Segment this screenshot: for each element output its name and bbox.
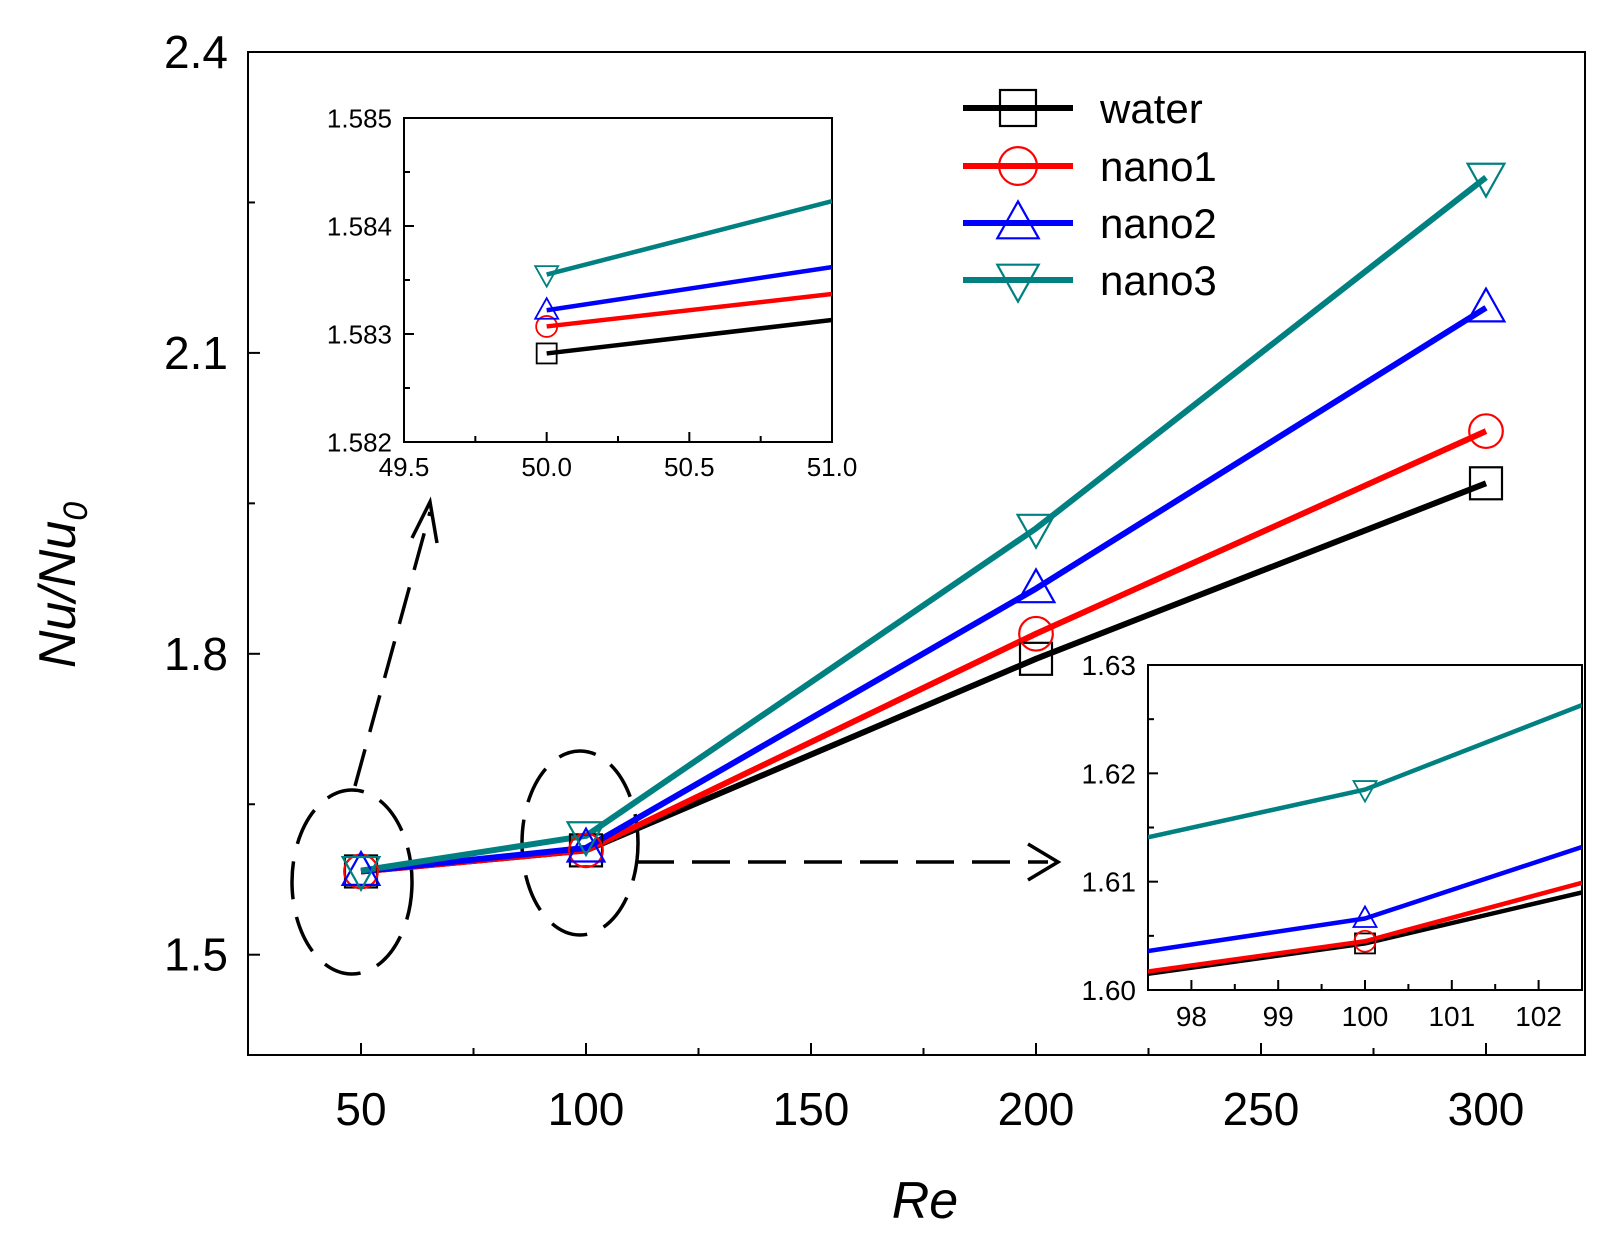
inset-series-line-nano1: [546, 291, 832, 329]
inset-series-line-nano1: [1148, 880, 1582, 974]
legend-label-nano1: nano1: [1100, 143, 1217, 190]
inset-frame: [1147, 664, 1583, 991]
inset-x-tick-label: 98: [1176, 1001, 1207, 1032]
inset-y-tick-label: 1.582: [327, 427, 392, 457]
inset-data-point-nano2: [533, 296, 560, 320]
data-point-nano2: [1465, 286, 1507, 323]
inset-series-line-water: [546, 317, 832, 356]
series-line-nano3: [360, 175, 1488, 874]
main-frame-border: [247, 51, 1586, 1056]
inset-series-group: [1148, 702, 1582, 976]
data-point-nano2: [340, 849, 382, 886]
inset-data-point-nano1: [1353, 929, 1377, 953]
zoom-arrowheads: [410, 496, 1062, 882]
inset-x-tick-label: 101: [1428, 1001, 1475, 1032]
data-point-nano3: [565, 821, 607, 858]
data-point-nano3: [1465, 162, 1507, 199]
inset-y-tick-label: 1.62: [1082, 758, 1137, 789]
data-point-nano1: [1468, 413, 1504, 450]
inset-x-tick-label: 49.5: [379, 452, 430, 482]
inset-top-left: 49.5 50.0 50.5 51.0 1.582 1.583 1.584 1.585: [327, 103, 857, 482]
series-line-nano2: [360, 305, 1488, 875]
data-point-nano1: [568, 832, 604, 869]
legend-label-water: water: [1099, 85, 1203, 132]
legend-label-nano2: nano2: [1100, 200, 1217, 247]
inset-frame: [403, 117, 833, 443]
data-point-nano1: [1018, 615, 1054, 652]
y-axis-title-main: Nu/Nu: [29, 521, 87, 668]
y-tick-label: 1.5: [164, 929, 228, 981]
inset-series-line-nano2: [546, 264, 832, 313]
inset-y-tick-label: 1.60: [1082, 975, 1137, 1006]
inset-x-tick-label: 50.5: [664, 452, 715, 482]
inset-x-tick-label: 51.0: [807, 452, 858, 482]
inset-x-tick-label: 102: [1515, 1001, 1562, 1032]
y-tick-label: 2.4: [164, 26, 228, 78]
main-plot-area: [247, 51, 1586, 1056]
inset-data-point-water: [535, 342, 558, 365]
data-point-nano3: [1015, 513, 1057, 550]
y-tick-label: 2.1: [164, 327, 228, 379]
inset-data-point-nano3: [533, 265, 560, 289]
inset-x-tick-label: 50.0: [521, 452, 572, 482]
legend-marker-water: [998, 88, 1038, 128]
x-tick-label: 150: [773, 1083, 850, 1135]
main-series-group: [340, 162, 1507, 893]
arrowhead-top-left: [410, 496, 439, 544]
inset-y-tick-label: 1.583: [327, 319, 392, 349]
inset-y-tick-label: 1.63: [1082, 650, 1137, 681]
inset-data-point-nano2: [1351, 904, 1379, 928]
inset-y-tick-label: 1.585: [327, 103, 392, 133]
x-tick-label: 250: [1223, 1083, 1300, 1135]
inset-x-tick-label: 99: [1263, 1001, 1294, 1032]
data-point-nano2: [1015, 567, 1057, 604]
legend: water nano1 nano2 nano3: [963, 85, 1217, 304]
inset-series-line-nano3: [546, 198, 832, 277]
inset-bottom-right: 98 99 100 101 102 1.60 1.61 1.62 1.63: [1082, 650, 1583, 1032]
data-point-water: [1468, 466, 1504, 501]
inset-data-point-nano1: [535, 315, 559, 338]
inset-x-tick-label: 100: [1342, 1001, 1389, 1032]
inset-data-point-nano3: [1351, 780, 1379, 804]
data-point-nano2: [565, 826, 607, 863]
x-tick-label: 200: [998, 1083, 1075, 1135]
legend-marker-nano3: [995, 263, 1041, 304]
inset-series-line-nano2: [1148, 844, 1582, 954]
inset-series-line-nano3: [1148, 702, 1582, 840]
data-point-nano3: [340, 855, 382, 893]
data-point-water: [1018, 641, 1054, 676]
y-axis-title: Nu/Nu0: [29, 502, 95, 668]
x-tick-label: 50: [335, 1083, 386, 1135]
inset-y-tick-label: 1.61: [1082, 867, 1137, 898]
main-axes: 50 100 150 200 250 300 1.5 1.8 2.1 2.4: [164, 26, 1524, 1135]
zoom-arrow-top-left: [353, 511, 432, 787]
y-tick-label: 1.8: [164, 628, 228, 680]
y-axis-title-subscript: 0: [57, 502, 95, 521]
legend-marker-nano2: [995, 199, 1041, 240]
zoom-ellipse-50: [290, 788, 414, 976]
legend-label-nano3: nano3: [1100, 257, 1217, 304]
legend-marker-nano1: [997, 146, 1038, 187]
inset-y-tick-label: 1.584: [327, 211, 392, 241]
x-tick-label: 100: [548, 1083, 625, 1135]
x-axis-title: Re: [892, 1172, 958, 1230]
arrowhead-bottom-right: [1027, 842, 1062, 882]
inset-series-group: [546, 198, 832, 356]
x-tick-label: 300: [1448, 1083, 1525, 1135]
